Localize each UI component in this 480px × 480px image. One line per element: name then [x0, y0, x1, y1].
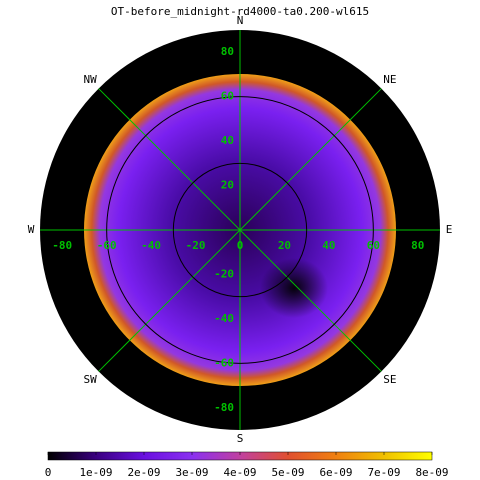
colorbar-tick-label: 3e-09: [175, 466, 208, 479]
y-tick-label: 60: [221, 90, 234, 103]
y-tick-label: 80: [221, 45, 234, 58]
compass-label: SE: [383, 373, 396, 386]
dark-spot: [260, 258, 328, 318]
grid-line: [239, 88, 382, 231]
x-tick-label: 60: [367, 239, 380, 252]
ring: [172, 162, 308, 298]
x-tick-label: 40: [322, 239, 335, 252]
x-tick-label: -40: [141, 239, 161, 252]
compass-label: NW: [83, 73, 97, 86]
colorbar-tick-label: 0: [45, 466, 52, 479]
colorbar-tick-label: 1e-09: [79, 466, 112, 479]
x-tick-label: 0: [237, 239, 244, 252]
y-tick-label: -60: [214, 356, 234, 369]
y-tick-label: 20: [221, 179, 234, 192]
compass-label: W: [28, 223, 35, 236]
colorbar-tick-label: 4e-09: [223, 466, 256, 479]
colorbar-tick-label: 5e-09: [271, 466, 304, 479]
y-tick-label: 40: [221, 134, 234, 147]
x-tick-label: 80: [411, 239, 424, 252]
compass-label: E: [446, 223, 453, 236]
compass-label: N: [237, 14, 244, 27]
x-tick-label: -60: [97, 239, 117, 252]
grid-line: [98, 229, 241, 372]
compass-label: SW: [83, 373, 97, 386]
colorbar-tick-label: 7e-09: [367, 466, 400, 479]
y-tick-label: -80: [214, 401, 234, 414]
grid-line: [239, 229, 382, 372]
x-tick-label: -20: [186, 239, 206, 252]
compass-label: S: [237, 432, 244, 445]
y-tick-label: -20: [214, 267, 234, 280]
colorbar-tick-label: 8e-09: [415, 466, 448, 479]
ring: [106, 96, 374, 364]
compass-label: NE: [383, 73, 396, 86]
colorbar-tick-label: 2e-09: [127, 466, 160, 479]
grid-line: [98, 88, 241, 231]
x-tick-label: -80: [52, 239, 72, 252]
colorbar-tick-label: 6e-09: [319, 466, 352, 479]
chart-title: OT-before_midnight-rd4000-ta0.200-wl615: [111, 5, 369, 18]
x-tick-label: 20: [278, 239, 291, 252]
y-tick-label: -40: [214, 312, 234, 325]
